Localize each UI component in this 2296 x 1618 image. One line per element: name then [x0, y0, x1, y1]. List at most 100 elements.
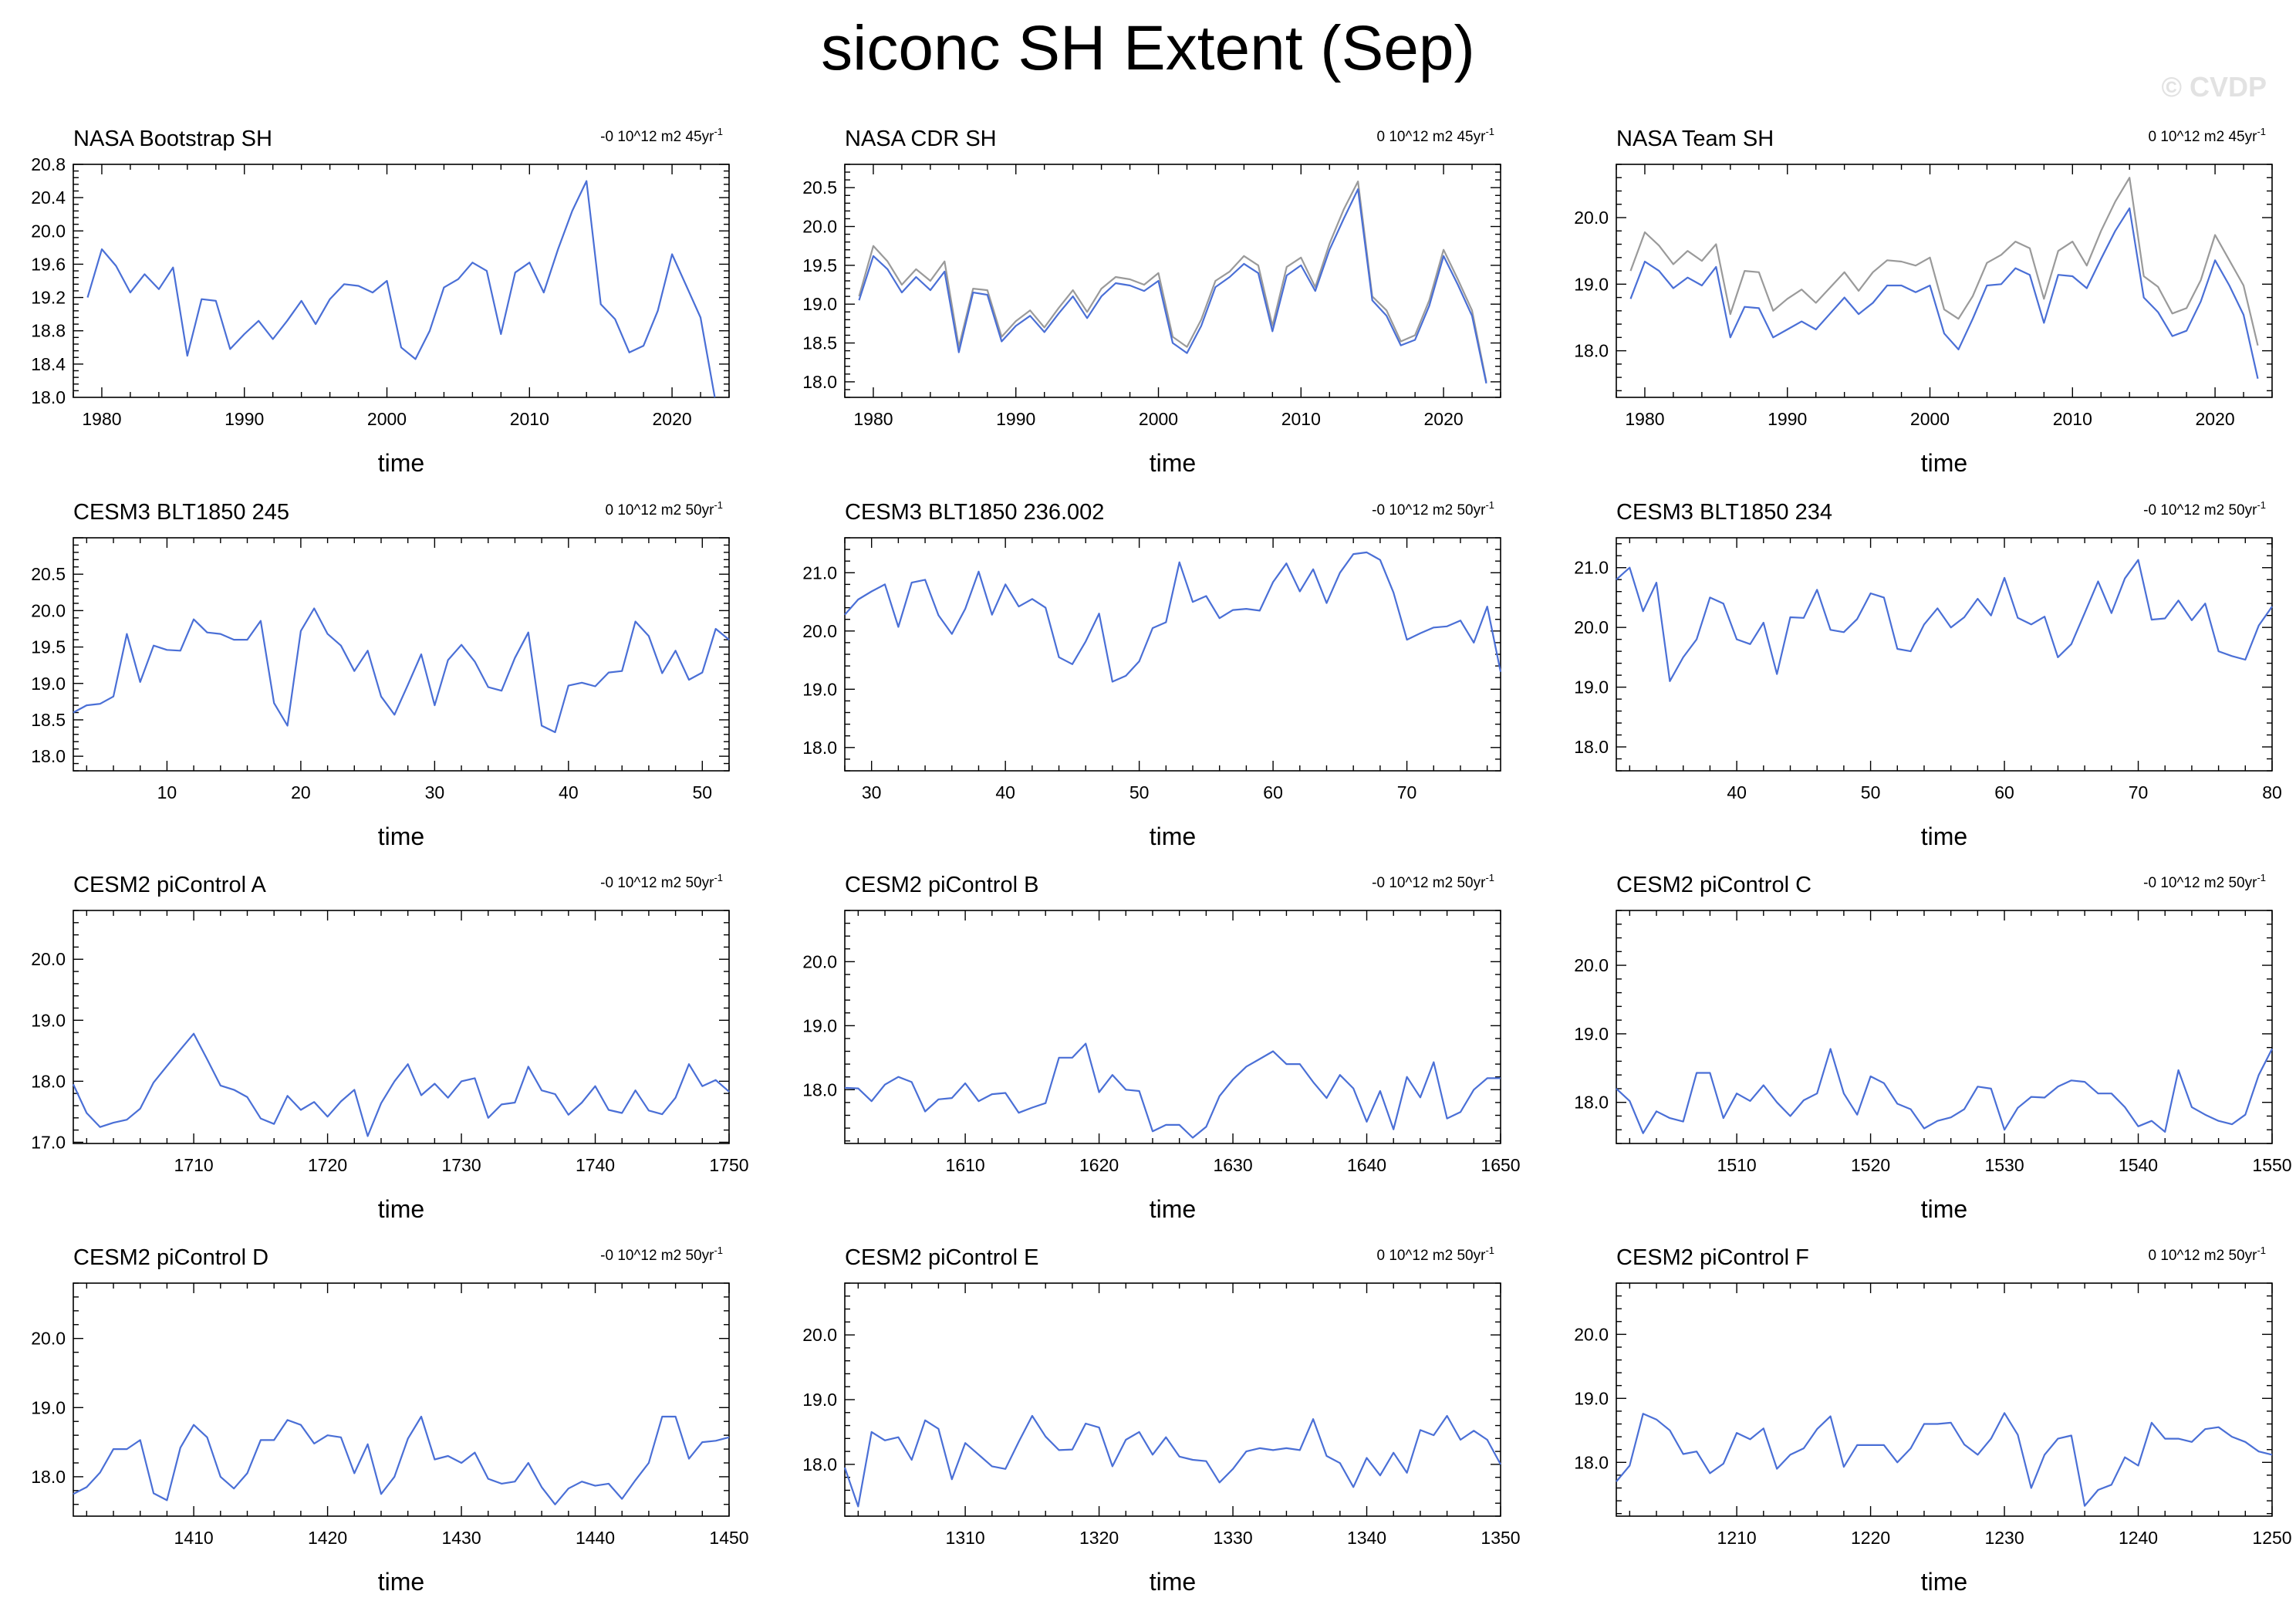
trend-exponent: -1: [714, 872, 723, 883]
trend-exponent: -1: [1485, 126, 1494, 137]
trend-label: 0 10^12 m2 50yr-1: [605, 499, 723, 519]
series-line: [858, 188, 1487, 384]
y-tick-label: 18.0: [31, 387, 66, 407]
plot-frame: [844, 537, 1501, 772]
y-tick-label: 18.0: [31, 1467, 66, 1487]
x-axis-label: time: [378, 449, 424, 477]
x-tick-label: 1540: [2119, 1155, 2158, 1175]
y-tick-label: 18.0: [1574, 1452, 1609, 1472]
x-tick-label: 1990: [996, 409, 1035, 429]
y-tick-label: 19.0: [802, 679, 837, 699]
panel-1: NASA Bootstrap SH -0 10^12 m2 45yr-1 1980 1…: [31, 126, 730, 477]
x-tick-label: 1710: [174, 1155, 214, 1175]
plot-frame: [1616, 537, 2273, 772]
y-tick-label: 20.0: [802, 1325, 837, 1345]
panel-title: NASA Team SH: [1616, 127, 1774, 151]
x-axis-label: time: [378, 1568, 424, 1596]
series-line: [1616, 1048, 2273, 1134]
x-tick-label: 40: [1727, 782, 1747, 802]
y-tick-label: 20.0: [1574, 617, 1609, 637]
y-tick-label: 18.8: [31, 321, 66, 341]
panel-title: NASA Bootstrap SH: [73, 127, 272, 151]
x-axis-label: time: [1921, 1195, 1967, 1223]
x-tick-label: 2020: [653, 409, 692, 429]
y-tick-label: 19.0: [802, 1390, 837, 1410]
x-tick-label: 1730: [441, 1155, 481, 1175]
x-tick-label: 30: [862, 782, 882, 802]
panel-3: NASA Team SH 0 10^12 m2 45yr-1 1980 1990 200…: [1574, 126, 2273, 477]
trend-label: -0 10^12 m2 50yr-1: [600, 1245, 723, 1264]
y-tick-label: 20.0: [802, 217, 837, 237]
x-tick-label: 2000: [1910, 409, 1950, 429]
y-tick-label: 20.0: [31, 600, 66, 620]
y-tick-label: 20.5: [802, 177, 837, 198]
plot-frame: [73, 910, 730, 1144]
y-tick-label: 18.5: [31, 710, 66, 730]
trend-exponent: -1: [2257, 872, 2266, 883]
x-tick-label: 30: [425, 782, 445, 802]
x-axis-label: time: [1921, 1568, 1967, 1596]
x-tick-label: 1330: [1213, 1528, 1252, 1548]
plot-frame: [73, 164, 730, 398]
x-tick-label: 1610: [946, 1155, 985, 1175]
watermark: © CVDP: [2161, 71, 2267, 103]
x-tick-label: 1550: [2252, 1155, 2291, 1175]
trend-exponent: -1: [1485, 499, 1494, 511]
x-tick-label: 40: [559, 782, 579, 802]
trend-exponent: -1: [1485, 1245, 1494, 1256]
series-line: [73, 1415, 730, 1505]
x-tick-label: 1420: [308, 1528, 347, 1548]
x-tick-label: 1990: [225, 409, 264, 429]
y-tick-label: 17.0: [31, 1132, 66, 1152]
y-tick-label: 20.4: [31, 187, 66, 208]
x-tick-label: 2000: [1139, 409, 1178, 429]
x-tick-label: 2000: [367, 409, 407, 429]
trend-label: -0 10^12 m2 45yr-1: [600, 126, 723, 145]
trend-exponent: -1: [714, 499, 723, 511]
y-tick-label: 18.0: [802, 1079, 837, 1099]
x-axis-label: time: [378, 1195, 424, 1223]
y-tick-label: 19.0: [31, 1010, 66, 1030]
plot-frame: [73, 1282, 730, 1517]
x-tick-label: 1340: [1347, 1528, 1386, 1548]
x-tick-label: 2010: [510, 409, 549, 429]
x-tick-label: 80: [2262, 782, 2282, 802]
y-tick-label: 18.0: [1574, 737, 1609, 757]
x-tick-label: 1250: [2252, 1528, 2291, 1548]
trend-label: 0 10^12 m2 50yr-1: [2148, 1245, 2266, 1264]
trend-exponent: -1: [2257, 499, 2266, 511]
x-tick-label: 1750: [709, 1155, 748, 1175]
x-tick-label: 1220: [1851, 1528, 1890, 1548]
x-axis-label: time: [1150, 449, 1196, 477]
y-tick-label: 18.0: [802, 1454, 837, 1474]
plot-frame: [844, 164, 1501, 398]
x-tick-label: 1350: [1481, 1528, 1520, 1548]
x-tick-label: 50: [1861, 782, 1881, 802]
y-tick-label: 20.0: [31, 221, 66, 241]
x-tick-label: 1510: [1717, 1155, 1757, 1175]
series-line: [1616, 1412, 2273, 1507]
x-tick-label: 70: [2129, 782, 2149, 802]
series-line: [844, 551, 1502, 683]
panel-8: CESM2 piControl B -0 10^12 m2 50yr-1 1610 1…: [802, 872, 1520, 1223]
y-tick-label: 18.0: [1574, 341, 1609, 361]
panel-title: CESM3 BLT1850 234: [1616, 500, 1832, 525]
panel-2: NASA CDR SH 0 10^12 m2 45yr-1 1980 1990 2000…: [802, 126, 1501, 477]
x-tick-label: 1980: [82, 409, 121, 429]
y-tick-label: 20.0: [1574, 1324, 1609, 1344]
x-tick-label: 1720: [308, 1155, 347, 1175]
y-tick-label: 19.0: [31, 674, 66, 694]
trend-exponent: -1: [1485, 872, 1494, 883]
x-tick-label: 1450: [709, 1528, 748, 1548]
x-axis-label: time: [1921, 449, 1967, 477]
y-tick-label: 18.0: [802, 738, 837, 758]
trend-label: -0 10^12 m2 50yr-1: [1372, 872, 1494, 891]
figure-title: siconc SH Extent (Sep): [821, 13, 1475, 83]
trend-exponent: -1: [714, 1245, 723, 1256]
y-tick-label: 19.5: [802, 255, 837, 275]
x-tick-label: 2020: [1424, 409, 1464, 429]
x-axis-label: time: [378, 823, 424, 850]
y-tick-label: 19.0: [802, 1015, 837, 1035]
trend-label: -0 10^12 m2 50yr-1: [2143, 499, 2266, 519]
